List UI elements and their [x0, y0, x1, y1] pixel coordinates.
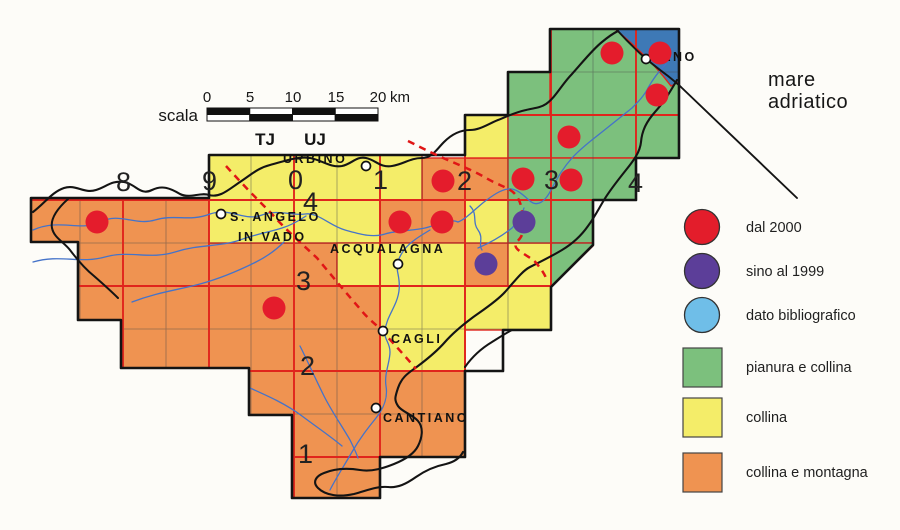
- terrain-green-cell: [507, 71, 551, 116]
- record-dot-dal_2000: [388, 210, 412, 234]
- scale-tick: 20: [370, 89, 387, 106]
- row-label: 4: [303, 187, 318, 217]
- scale-tick: 10: [285, 89, 302, 106]
- river-stream: [249, 387, 343, 447]
- river-stream: [299, 345, 359, 459]
- coastline: [616, 29, 798, 199]
- terrain-yellow-cell: [464, 114, 509, 159]
- sea-label: mare adriatico: [768, 69, 848, 113]
- town-marker-acqualagna: [392, 258, 404, 270]
- scale-tick: 15: [328, 89, 345, 106]
- legend-swatch-collina: [682, 397, 723, 438]
- record-dots: [85, 41, 672, 320]
- column-label: 0: [288, 165, 303, 195]
- column-label: 2: [457, 166, 472, 196]
- town-label-cantiano: CANTIANO: [383, 411, 469, 425]
- legend-label: dal 2000: [746, 220, 802, 236]
- scale-bar: scala 0 5 10 15 20 km TJ UJ: [158, 89, 410, 149]
- town-marker-sangelo: [215, 208, 227, 220]
- boundary-east: [314, 78, 679, 497]
- river-tributary: [32, 215, 307, 263]
- legend-label: collina: [746, 410, 788, 426]
- town-label-sangelo2: IN VADO: [238, 230, 307, 244]
- river-metauro: [32, 63, 667, 237]
- terrain-green-cell: [507, 114, 680, 159]
- town-marker-urbino: [360, 160, 372, 172]
- record-dot-dal_2000: [600, 41, 624, 65]
- legend-label: pianura e collina: [746, 360, 853, 376]
- record-dot-dal_2000: [262, 296, 286, 320]
- town-marker-cantiano: [370, 402, 382, 414]
- town-marker-cagli: [377, 325, 389, 337]
- scale-unit: km: [390, 89, 410, 106]
- scale-label: scala: [158, 106, 198, 125]
- column-label: 3: [544, 165, 559, 195]
- record-dot-dal_2000: [648, 41, 672, 65]
- grid-labels: 8 9 0 1 2 3 4 4 3 2 1: [116, 165, 643, 469]
- town-label-urbino: URBINO: [283, 152, 347, 166]
- scale-tick: 5: [246, 89, 254, 106]
- record-dot-dal_2000: [431, 169, 455, 193]
- grid-zone-tj: TJ: [255, 130, 275, 149]
- legend-swatch-sino-1999: [683, 252, 721, 290]
- boundaries: [29, 27, 798, 500]
- sea-label-line1: mare: [768, 69, 816, 91]
- river-stream: [469, 205, 483, 251]
- legend-label: sino al 1999: [746, 264, 824, 280]
- record-dot-dal_2000: [559, 168, 583, 192]
- town-label-cagli: CAGLI: [391, 332, 442, 346]
- record-dot-sino_al_1999: [512, 210, 536, 234]
- town-label-sangelo: S. ANGELO: [230, 210, 321, 224]
- legend-swatch-bibliografico: [683, 296, 721, 334]
- record-dot-dal_2000: [430, 210, 454, 234]
- record-dot-sino_al_1999: [474, 252, 498, 276]
- legend-swatch-dal-2000: [683, 208, 721, 246]
- record-dot-dal_2000: [85, 210, 109, 234]
- terrain-yellow-cell: [379, 285, 466, 372]
- grid-zone-uj: UJ: [304, 130, 326, 149]
- boundary-north: [31, 29, 620, 214]
- terrain-cells: [30, 28, 680, 499]
- column-label: 9: [202, 166, 217, 196]
- legend-swatch-pianura: [682, 347, 723, 388]
- row-label: 1: [298, 439, 313, 469]
- legend-label: collina e montagna: [746, 465, 869, 481]
- sea-label-line2: adriatico: [768, 91, 848, 113]
- town-label-acqualagna: ACQUALAGNA: [330, 242, 445, 256]
- column-label: 1: [373, 165, 388, 195]
- record-dot-dal_2000: [645, 83, 669, 107]
- column-label: 8: [116, 167, 131, 197]
- record-dot-dal_2000: [511, 167, 535, 191]
- terrain-yellow-cell: [464, 199, 509, 244]
- legend-swatch-montagna: [682, 452, 723, 493]
- legend: dal 2000 sino al 1999 dato bibliografico…: [682, 208, 869, 493]
- region-border: [29, 27, 681, 500]
- town-labels: URBINO S. ANGELO IN VADO ACQUALAGNA CAGL…: [230, 50, 694, 425]
- row-label: 2: [300, 351, 315, 381]
- river-tributary: [131, 241, 285, 303]
- column-label: 4: [628, 168, 643, 198]
- boundary-segment: [464, 329, 513, 368]
- legend-label: dato bibliografico: [746, 308, 856, 324]
- record-dot-dal_2000: [557, 125, 581, 149]
- boundary-west: [50, 198, 119, 299]
- scale-tick: 0: [203, 89, 211, 106]
- row-label: 3: [296, 266, 311, 296]
- town-markers: [215, 53, 652, 414]
